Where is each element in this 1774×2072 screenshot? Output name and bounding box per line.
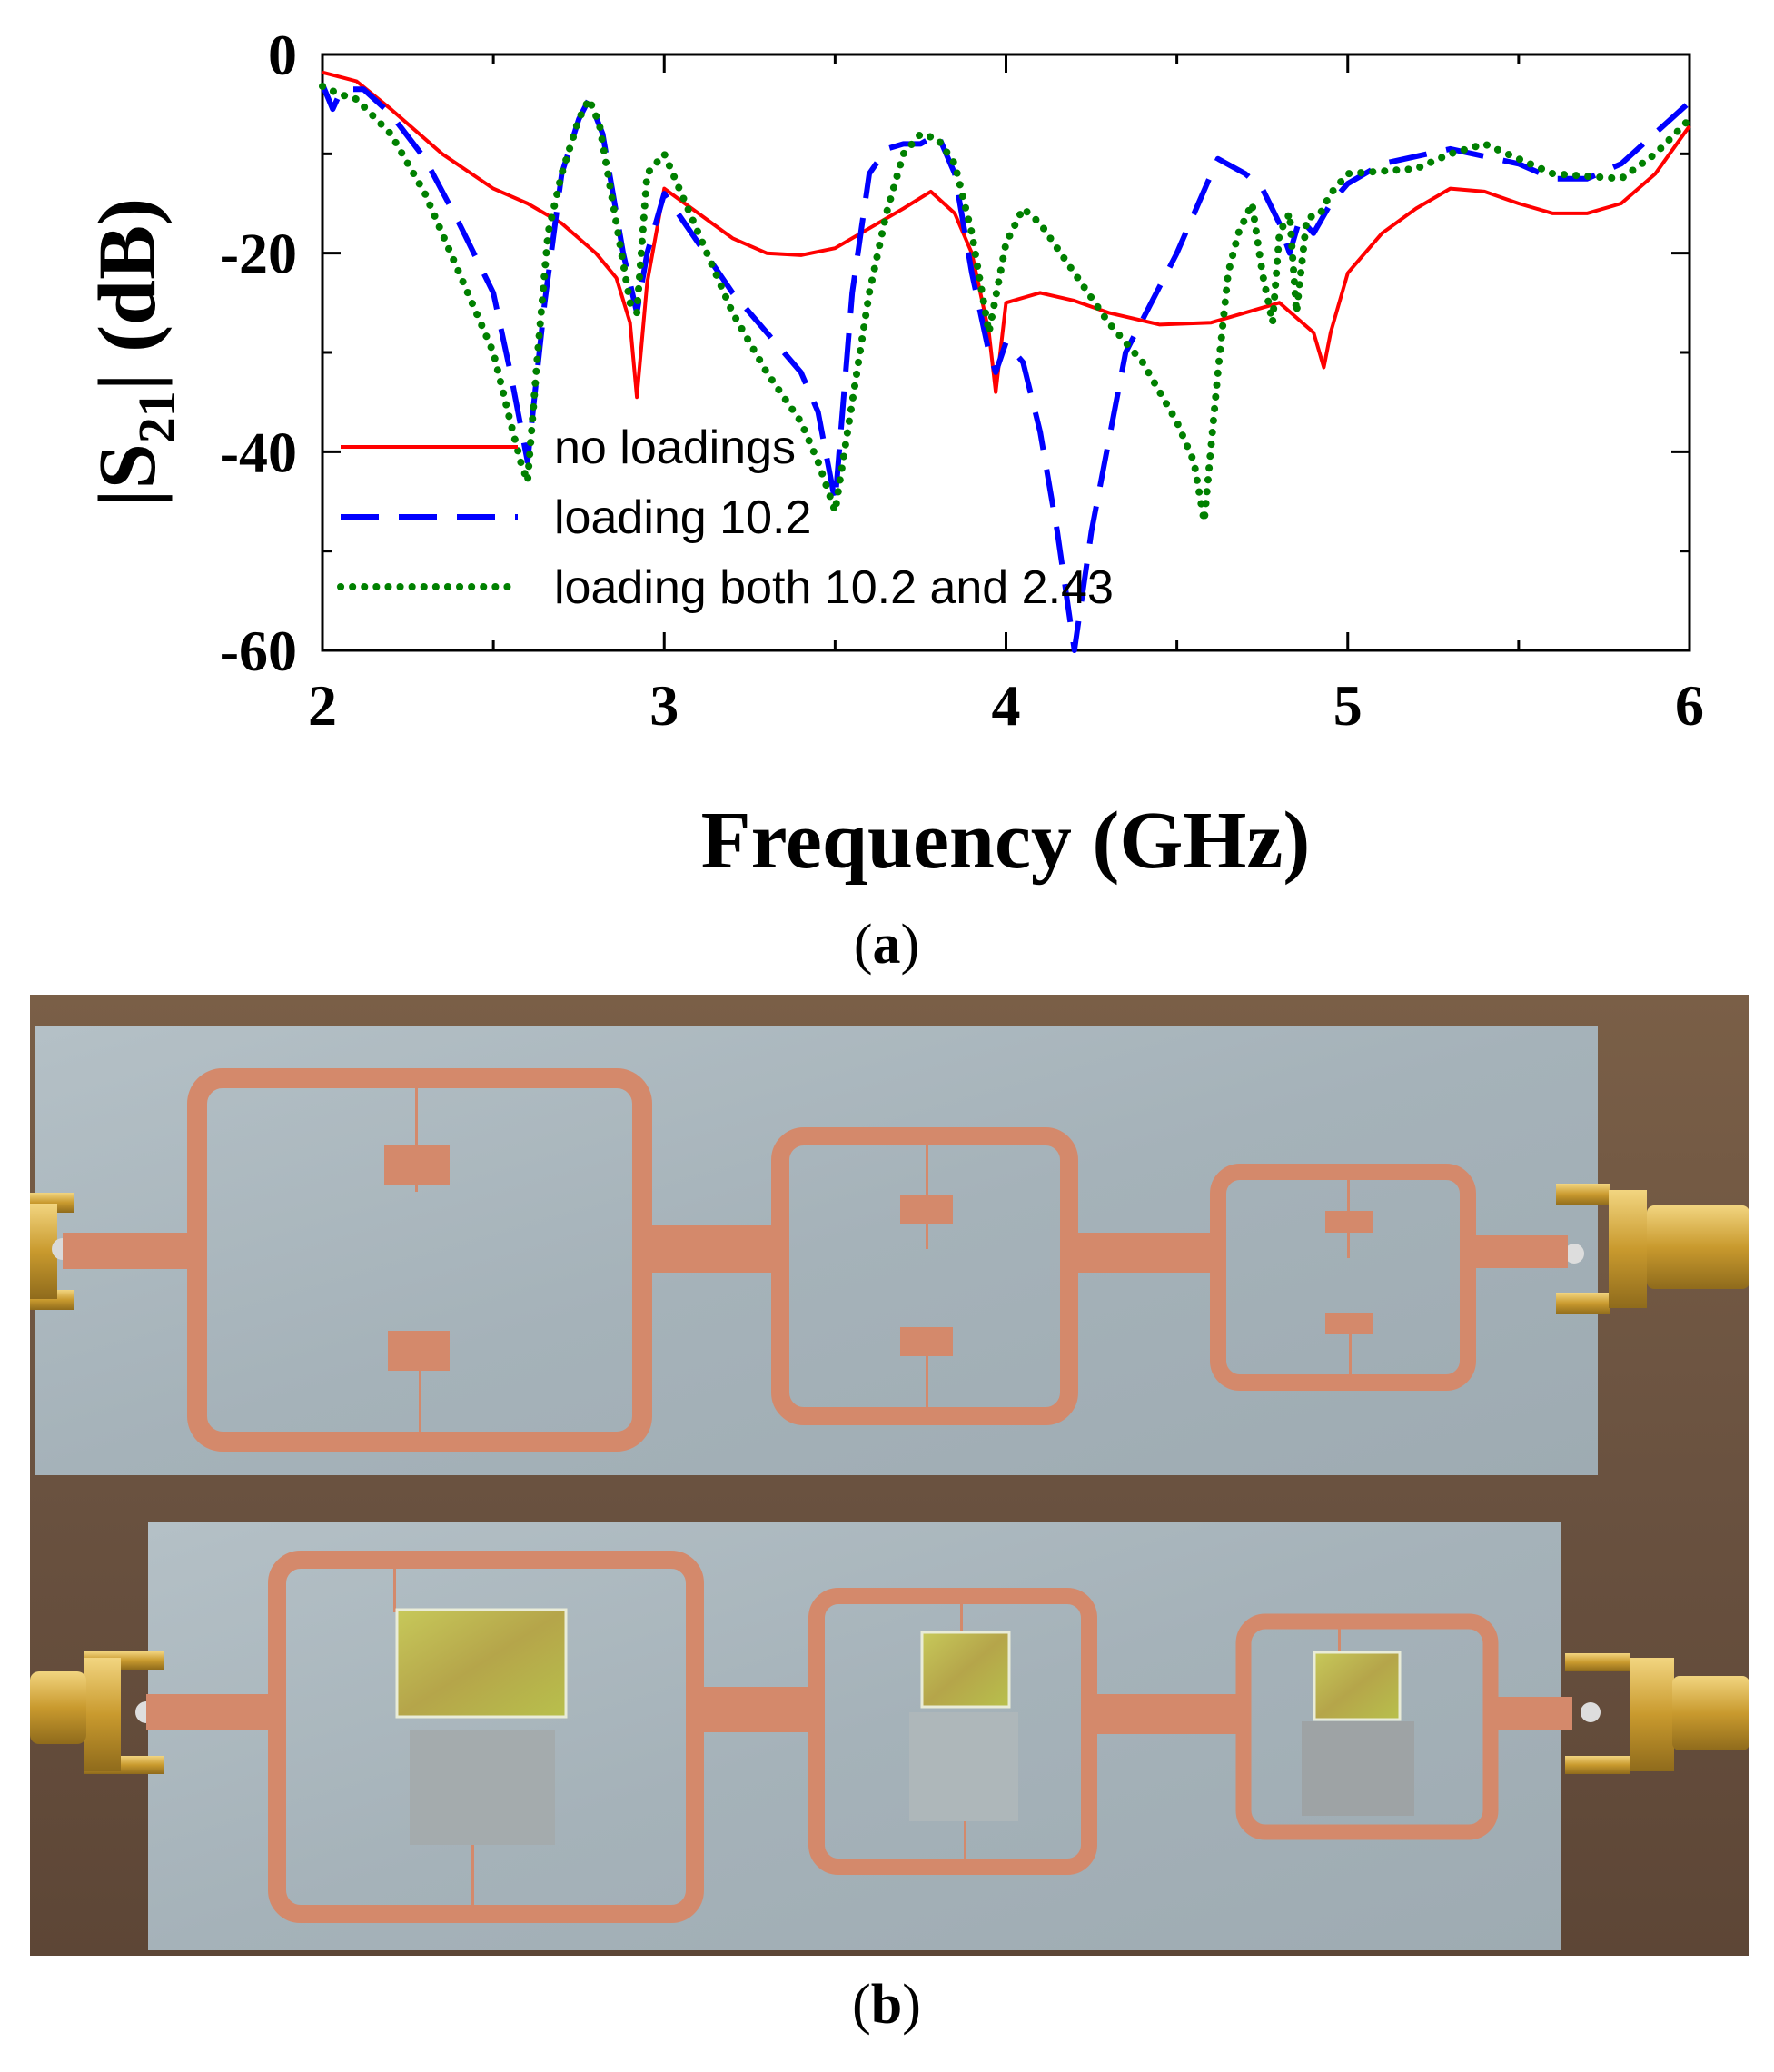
y-axis-title: |S21| (dB) xyxy=(83,198,186,507)
x-tick-label: 2 xyxy=(308,673,337,738)
x-tick-label: 6 xyxy=(1675,673,1704,738)
panel-label-b: (b) xyxy=(852,1974,921,2036)
y-axis-title-open: |S xyxy=(83,443,173,507)
upper-feed-lines xyxy=(63,1225,1568,1273)
lower-right-connector xyxy=(1565,1653,1749,1774)
series-line-1 xyxy=(322,70,1691,400)
x-tick-label: 3 xyxy=(649,673,679,738)
axis-tick-labels: 2 3 4 5 6 0 -20 -40 -60 xyxy=(220,23,1704,738)
lower-loadings xyxy=(393,1567,1414,1908)
lower-board xyxy=(30,1522,1749,1950)
series-line-3 xyxy=(319,83,1693,525)
legend-label-2: loading 10.2 xyxy=(554,491,811,544)
legend-label-3: loading both 10.2 and 2.43 xyxy=(554,561,1114,614)
y-tick-label: -60 xyxy=(220,619,297,683)
y-axis-title-sub: 21 xyxy=(127,391,186,443)
x-tick-label: 5 xyxy=(1333,673,1363,738)
series-group xyxy=(319,70,1693,653)
pcb-photo-drawing xyxy=(30,995,1749,1956)
upper-right-connector xyxy=(1556,1184,1749,1314)
lower-feed-lines xyxy=(146,1687,1572,1734)
pcb-photo xyxy=(30,995,1749,1956)
legend-label-1: no loadings xyxy=(554,421,796,474)
x-axis-title: Frequency (GHz) xyxy=(701,796,1311,886)
legend: no loadings loading 10.2 loading both 10.2… xyxy=(337,421,1114,614)
axis-ticks xyxy=(321,53,1691,652)
lower-left-connector xyxy=(30,1651,164,1774)
s21-chart: 2 3 4 5 6 0 -20 -40 -60 no loadings loading 10.2 l… xyxy=(83,23,1704,886)
upper-board xyxy=(30,1026,1749,1475)
y-tick-label: -40 xyxy=(220,420,297,484)
upper-board-substrate xyxy=(35,1026,1598,1475)
upper-stubs xyxy=(384,1083,1373,1440)
upper-left-connector xyxy=(30,1193,74,1310)
y-tick-label: 0 xyxy=(268,23,297,87)
x-tick-label: 4 xyxy=(992,673,1021,738)
y-tick-label: -20 xyxy=(220,222,297,286)
y-axis-title-close: | (dB) xyxy=(83,198,173,391)
panel-label-a: (a) xyxy=(853,914,920,976)
